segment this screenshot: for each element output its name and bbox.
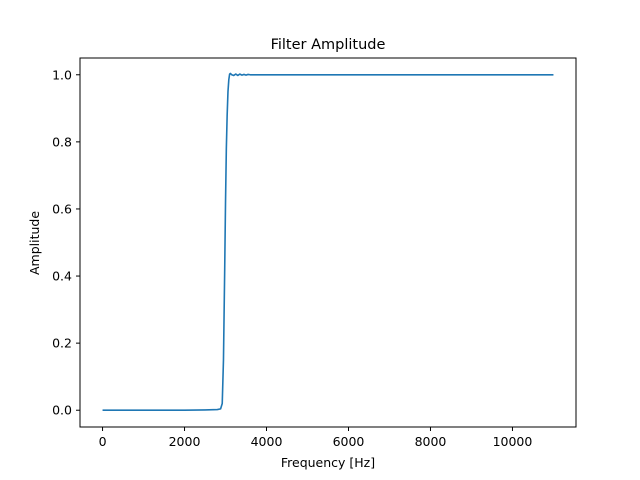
plot-frame xyxy=(79,57,577,428)
plot-layer xyxy=(102,72,554,412)
x-tick-label: 2000 xyxy=(169,434,201,449)
y-tick-label: 0.4 xyxy=(52,269,72,284)
chart-title: Filter Amplitude xyxy=(271,37,386,53)
y-tick-label: 1.0 xyxy=(52,67,72,82)
y-tick-label: 0.8 xyxy=(52,134,72,149)
x-tick-label: 6000 xyxy=(333,434,365,449)
x-tick-label: 4000 xyxy=(251,434,283,449)
amplitude-series-line xyxy=(102,72,554,412)
y-tick-label: 0.0 xyxy=(52,403,72,418)
y-axis-label: Amplitude xyxy=(27,211,42,275)
ticks-layer: 0 2000 4000 6000 8000 10000 0.0 0.2 0.4 0.6 0.8 1.0 xyxy=(52,67,532,449)
x-tick-label: 0 xyxy=(99,434,107,449)
y-tick-label: 0.2 xyxy=(52,336,72,351)
x-axis-label: Frequency [Hz] xyxy=(281,455,375,470)
x-tick-label: 8000 xyxy=(415,434,447,449)
y-tick-label: 0.6 xyxy=(52,201,72,216)
x-tick-label: 10000 xyxy=(493,434,533,449)
